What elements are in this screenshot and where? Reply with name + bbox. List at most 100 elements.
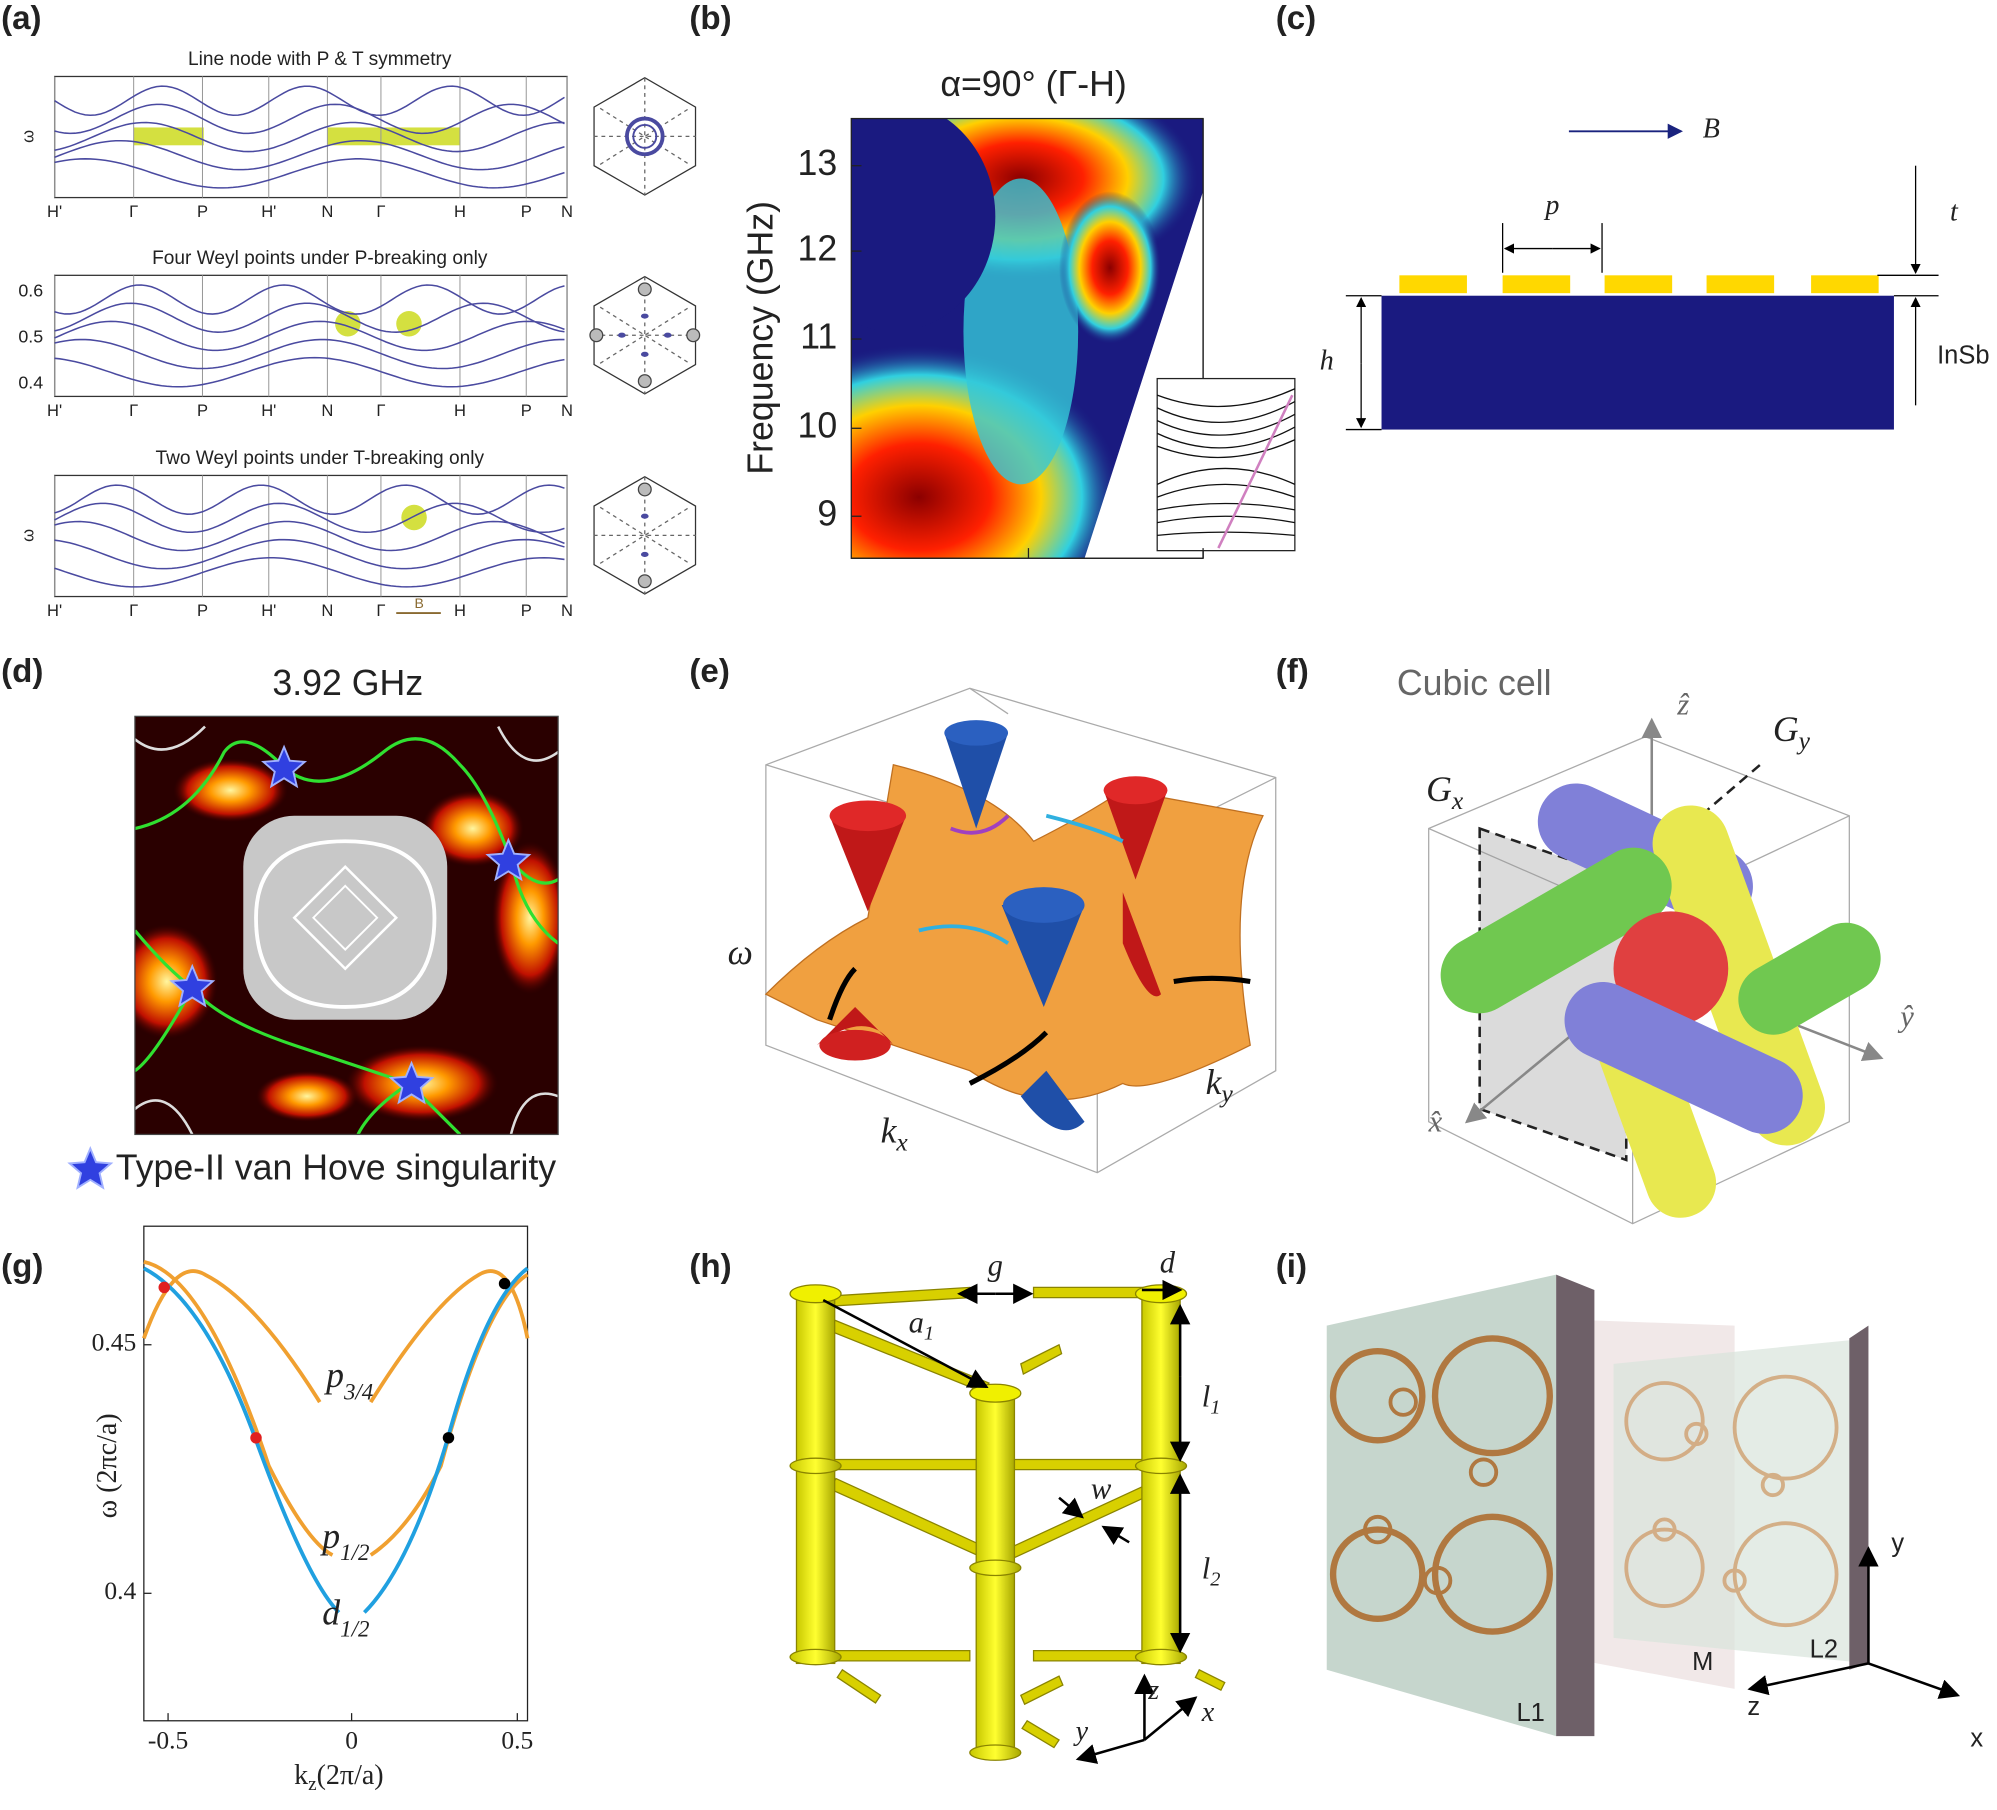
rect — [1399, 275, 1467, 294]
circle — [1431, 1335, 1553, 1457]
plot-frame — [143, 1225, 529, 1722]
box — [969, 687, 1009, 715]
field-label: B — [1703, 114, 1720, 145]
band — [54, 557, 565, 588]
y-ticks: 13 12 11 10 9 — [798, 143, 1204, 559]
x-tick-label: P — [197, 601, 208, 620]
x-tick-label: P — [197, 401, 208, 420]
panel-label: (a) — [1, 0, 41, 37]
highlight — [401, 504, 427, 531]
polygon — [836, 1668, 882, 1704]
y-axis-label: ω — [19, 529, 38, 542]
weyl-point — [663, 332, 672, 338]
curve-label: d1/2 — [322, 1592, 369, 1641]
axis-label: ẑ — [1676, 687, 1690, 721]
axis-label: x — [1970, 1725, 1983, 1753]
bars — [803, 1286, 1226, 1749]
weyl-point — [640, 351, 649, 357]
cylinder-label: Gy — [1773, 709, 1811, 755]
label-sub: 1/2 — [340, 1617, 369, 1642]
circle — [1624, 1381, 1705, 1462]
x-tick-label: N — [321, 401, 333, 420]
weyl-point — [640, 551, 649, 558]
axis-label-base: k — [881, 1111, 898, 1151]
curve-labels: p3/4p1/2d1/2 — [319, 1355, 373, 1641]
x-tick-label: H' — [47, 401, 62, 420]
heatmap — [851, 118, 1204, 559]
weyl-point — [637, 482, 652, 497]
dimension-label: t — [1950, 197, 1959, 228]
plate-label: L1 — [1516, 1699, 1544, 1727]
x-tick-label: Γ — [129, 601, 138, 620]
line — [918, 813, 1124, 945]
band — [54, 520, 565, 552]
circle — [1422, 1565, 1453, 1596]
panel-b: α=90° (Γ-H) Frequency (GHz) 13 12 11 10 9 — [741, 64, 1296, 559]
plate-l2 — [1613, 1338, 1869, 1664]
panel-label: (e) — [689, 653, 729, 690]
x-tick-label: Γ — [376, 401, 385, 420]
weyl-point — [640, 513, 649, 519]
circle — [1732, 1374, 1839, 1481]
path — [944, 732, 1009, 829]
stars — [67, 744, 532, 1190]
circle — [1329, 1526, 1426, 1622]
x-axis-label: kz(2π/a) — [294, 1761, 384, 1796]
star — [388, 1060, 435, 1105]
label-base: k — [294, 1761, 309, 1792]
polygon — [1020, 1343, 1063, 1376]
zone-axes — [593, 77, 696, 196]
band — [54, 302, 565, 333]
strips — [1399, 275, 1879, 294]
panel-label: (f) — [1276, 653, 1309, 690]
inset-line — [1217, 394, 1294, 549]
axis-label: ω — [728, 932, 753, 972]
x-tick-label: P — [521, 601, 532, 620]
path — [1156, 467, 1296, 536]
highlight — [396, 311, 422, 337]
dimension-label: p — [1543, 190, 1559, 221]
ellipse — [1002, 887, 1085, 923]
label-base: G — [1426, 769, 1452, 809]
path — [142, 1266, 341, 1614]
path — [1103, 790, 1168, 880]
axis-label: x — [1201, 1697, 1215, 1728]
x-tick-label: H' — [47, 601, 62, 620]
rect — [795, 1293, 836, 1665]
x-tick-label: Γ — [376, 601, 385, 620]
ellipse — [944, 720, 1009, 746]
axis-label: z — [1747, 1693, 1760, 1721]
label-base: l — [1202, 1552, 1211, 1586]
circle — [250, 1432, 262, 1444]
axis-arrow — [1868, 1662, 1961, 1699]
rect — [1564, 982, 1803, 1134]
x-tick-label: P — [197, 202, 208, 221]
panel-g: 0.450.4-0.5 0 0.5 ω (2πc/a) kz(2π/a) p3/4p… — [92, 1225, 533, 1796]
y-axis-label: ω — [19, 130, 38, 143]
circle — [1468, 1457, 1499, 1487]
y-tick-label: 0.45 — [92, 1328, 137, 1357]
legend-label: Type-II van Hove singularity — [116, 1148, 556, 1188]
path — [1122, 892, 1162, 997]
ellipse — [1134, 1648, 1188, 1666]
ellipse — [1134, 1284, 1188, 1304]
hot-spot — [421, 790, 524, 867]
rect — [1652, 805, 1825, 1146]
contour-region — [243, 815, 448, 1020]
path — [142, 1269, 322, 1404]
path — [369, 1269, 530, 1404]
dimension-label: g — [988, 1248, 1003, 1282]
band — [54, 85, 565, 116]
rect — [1706, 275, 1775, 294]
circle — [1388, 1387, 1418, 1417]
band — [54, 320, 565, 352]
x-tick-label: P — [521, 202, 532, 221]
axis-arrow — [1747, 1662, 1869, 1696]
x-tick-label: P — [521, 401, 532, 420]
circle — [1732, 1521, 1839, 1628]
label-base: p — [319, 1516, 340, 1556]
contour — [134, 725, 559, 1135]
axis-label: ky — [1206, 1062, 1234, 1108]
label-base: p — [323, 1355, 344, 1395]
inset — [1156, 377, 1296, 552]
